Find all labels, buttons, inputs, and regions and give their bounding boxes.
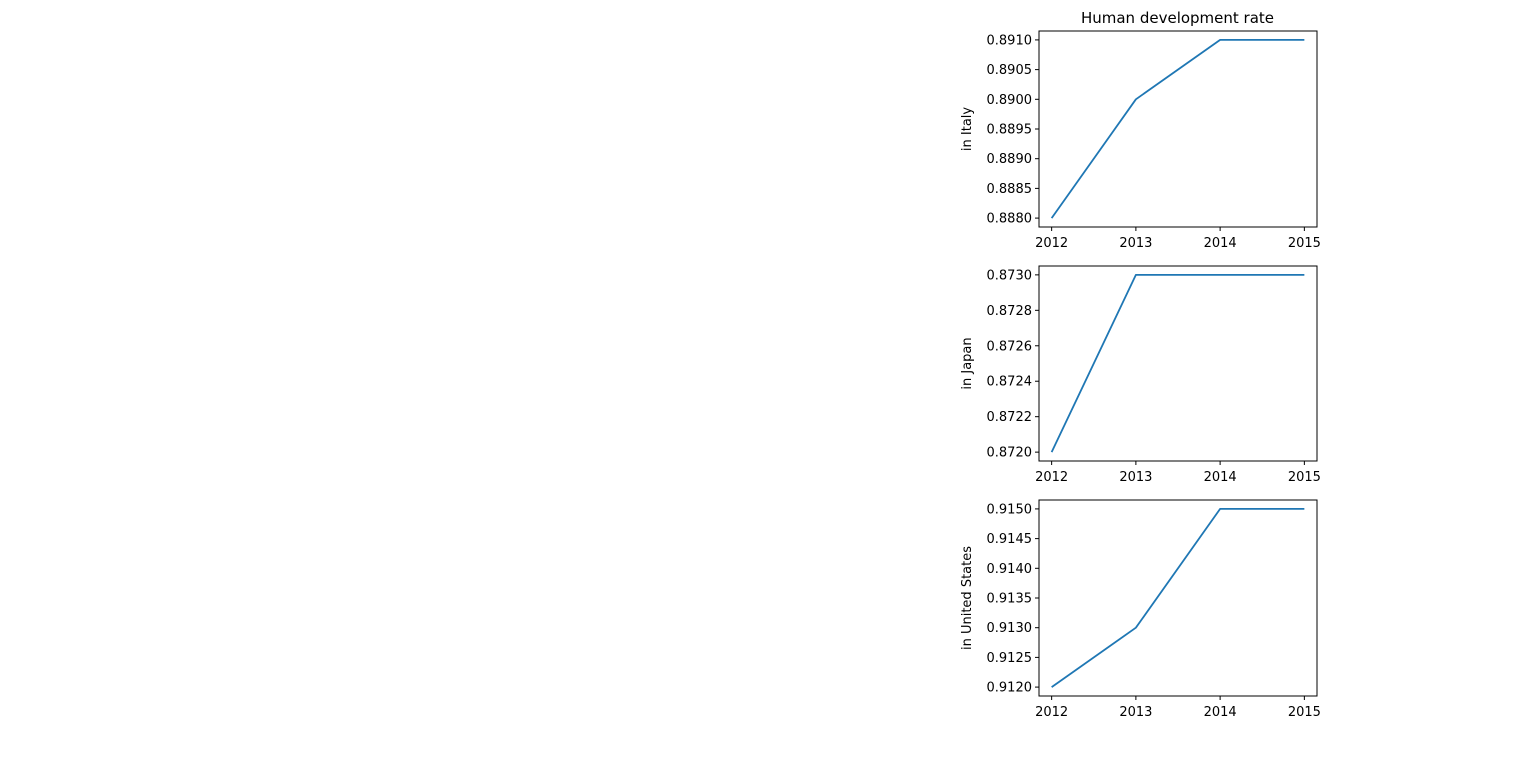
y-axis-label: in Italy (960, 107, 975, 151)
y-tick-label: 0.9120 (987, 681, 1033, 696)
y-tick-label: 0.9135 (987, 592, 1033, 607)
x-tick-label: 2012 (1035, 470, 1068, 485)
axes-frame (1038, 499, 1318, 697)
series-line (1050, 273, 1305, 453)
y-tick-label: 0.9140 (987, 562, 1033, 577)
series-line (1050, 39, 1305, 219)
subplot-1: 0.8880 0.8885 0.8890 0.8895 0.8900 0.8905 0.89… (960, 30, 1321, 251)
subplot-panels: 0.8880 0.8885 0.8890 0.8895 0.8900 0.8905 0.89… (960, 30, 1321, 720)
axes-frame (1038, 30, 1318, 228)
y-tick-label: 0.9125 (987, 651, 1033, 666)
subplot-3: 0.9120 0.9125 0.9130 0.9135 0.9140 0.9145 0.91… (960, 499, 1321, 720)
y-tick-label: 0.8900 (987, 93, 1033, 108)
axes-frame (1038, 265, 1318, 462)
x-tick-label: 2013 (1119, 705, 1152, 720)
x-tick-label: 2014 (1204, 470, 1237, 485)
x-tick-label: 2015 (1288, 470, 1321, 485)
y-tick-label: 0.8728 (987, 304, 1033, 319)
x-tick-label: 2012 (1035, 236, 1068, 251)
x-tick-label: 2012 (1035, 705, 1068, 720)
y-tick-label: 0.8880 (987, 212, 1033, 227)
y-tick-label: 0.8724 (987, 375, 1033, 390)
y-tick-label: 0.8890 (987, 152, 1033, 167)
x-tick-label: 2014 (1204, 705, 1237, 720)
y-tick-label: 0.9150 (987, 502, 1033, 517)
chart-title: Human development rate (1081, 9, 1274, 27)
y-axis-label: in Japan (960, 337, 975, 389)
y-tick-label: 0.8720 (987, 446, 1033, 461)
y-tick-label: 0.8730 (987, 268, 1033, 283)
x-tick-label: 2015 (1288, 236, 1321, 251)
y-axis-label: in United States (960, 546, 975, 650)
x-tick-label: 2015 (1288, 705, 1321, 720)
y-tick-label: 0.8726 (987, 339, 1033, 354)
y-tick-label: 0.8722 (987, 410, 1033, 425)
y-tick-label: 0.9145 (987, 532, 1033, 547)
y-tick-label: 0.8895 (987, 123, 1033, 138)
subplot-2: 0.8720 0.8722 0.8724 0.8726 0.8728 0.8730 2012… (960, 265, 1321, 485)
x-tick-label: 2013 (1119, 236, 1152, 251)
y-tick-label: 0.8885 (987, 182, 1033, 197)
x-tick-label: 2013 (1119, 470, 1152, 485)
x-tick-label: 2014 (1204, 236, 1237, 251)
series-line (1051, 508, 1305, 688)
y-tick-label: 0.8905 (987, 63, 1033, 78)
y-tick-label: 0.8910 (987, 33, 1033, 48)
y-tick-label: 0.9130 (987, 621, 1033, 636)
